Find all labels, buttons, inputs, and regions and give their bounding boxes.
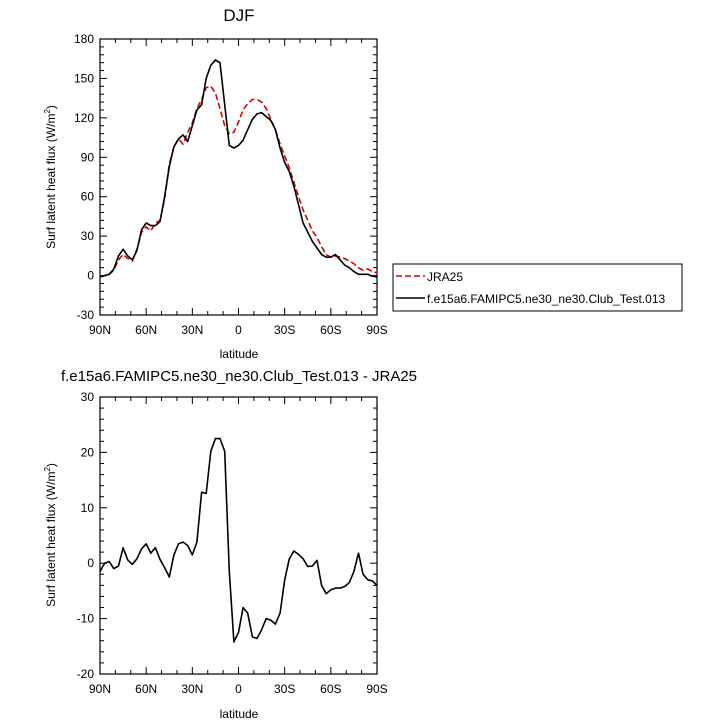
bottom-panel: f.e15a6.FAMIPC5.ne30_ne30.Club_Test.013 … (43, 368, 417, 721)
bottom-ytick-label: 0 (87, 556, 94, 570)
bottom-xtick-label: 60S (320, 682, 341, 696)
top-panel: DJF 90N 60N 30N 0 30S 60S 90S -30 0 30 60 90 120 150 1… (43, 6, 388, 361)
bottom-ytick-label: -10 (77, 612, 95, 626)
top-axis-ticks (99, 38, 378, 316)
legend-box (392, 263, 683, 312)
top-ytick-label: 0 (87, 269, 94, 283)
top-xtick-label: 60N (135, 323, 157, 337)
legend-label-model: f.e15a6.FAMIPC5.ne30_ne30.Club_Test.013 (427, 292, 665, 306)
top-ytick-label: -30 (77, 308, 95, 322)
bottom-series-lines (99, 437, 378, 643)
bottom-y-axis-label-main: Surf latent heat flux (W/m (44, 472, 58, 607)
top-series-line-model (99, 59, 378, 278)
bottom-xtick-label: 0 (235, 682, 242, 696)
bottom-xtick-label: 30S (274, 682, 295, 696)
top-ytick-label: 150 (74, 71, 94, 85)
top-xtick-label: 30S (274, 323, 295, 337)
top-axis-tick-labels: 90N 60N 30N 0 30S 60S 90S -30 0 30 60 90 120 150 180 (74, 32, 388, 337)
top-ytick-label: 120 (74, 111, 94, 125)
bottom-xtick-label: 60N (135, 682, 157, 696)
bottom-xtick-label: 90N (89, 682, 111, 696)
bottom-ytick-label: 30 (81, 390, 95, 404)
legend-label-jra25: JRA25 (427, 270, 463, 284)
top-x-axis-label: latitude (220, 347, 259, 361)
top-y-axis-label-close: ) (44, 105, 58, 109)
bottom-ytick-label: 20 (81, 445, 95, 459)
top-plot-frame (99, 38, 378, 316)
legend: JRA25 f.e15a6.FAMIPC5.ne30_ne30.Club_Tes… (392, 263, 683, 312)
top-ytick-label: 60 (81, 190, 95, 204)
top-ytick-label: 30 (81, 229, 95, 243)
bottom-y-axis-label-sup: 2 (43, 467, 52, 472)
bottom-xtick-label: 90S (366, 682, 387, 696)
bottom-ytick-label: -20 (77, 667, 95, 681)
top-chart-title: DJF (223, 6, 254, 25)
top-y-axis-label-sup: 2 (43, 109, 52, 114)
top-xtick-label: 90S (366, 323, 387, 337)
top-ytick-label: 90 (81, 150, 95, 164)
bottom-y-axis-label-close: ) (44, 463, 58, 467)
top-y-axis-label: Surf latent heat flux (W/m2) (43, 105, 58, 249)
top-xtick-label: 30N (181, 323, 203, 337)
bottom-series-line-difference (99, 437, 378, 643)
bottom-x-axis-label: latitude (220, 707, 259, 721)
top-series-line-jra25 (99, 85, 378, 278)
top-ytick-label: 180 (74, 32, 94, 46)
top-xtick-label: 90N (89, 323, 111, 337)
bottom-ytick-label: 10 (81, 501, 95, 515)
bottom-y-axis-label: Surf latent heat flux (W/m2) (43, 463, 58, 607)
top-series-lines (99, 59, 378, 278)
bottom-xtick-label: 30N (181, 682, 203, 696)
top-xtick-label: 60S (320, 323, 341, 337)
bottom-axis-tick-labels: 90N 60N 30N 0 30S 60S 90S -20 -10 0 10 20 30 (77, 390, 388, 696)
top-xtick-label: 0 (235, 323, 242, 337)
bottom-axis-ticks (99, 396, 378, 675)
top-y-axis-label-main: Surf latent heat flux (W/m (44, 114, 58, 249)
bottom-chart-title: f.e15a6.FAMIPC5.ne30_ne30.Club_Test.013 … (61, 368, 417, 385)
